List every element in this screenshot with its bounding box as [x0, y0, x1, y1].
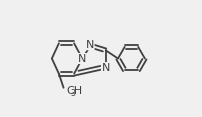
- Text: 3: 3: [71, 89, 76, 97]
- Text: CH: CH: [66, 86, 82, 96]
- Text: N: N: [78, 53, 86, 64]
- Text: N: N: [101, 63, 110, 73]
- Text: N: N: [86, 40, 94, 50]
